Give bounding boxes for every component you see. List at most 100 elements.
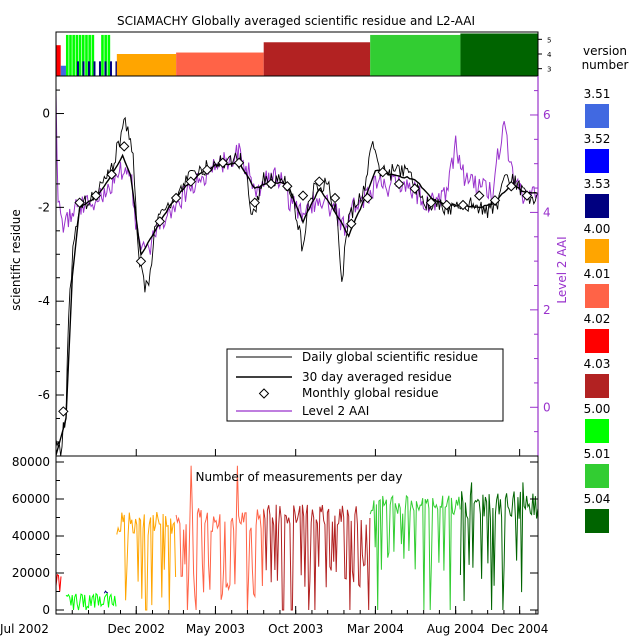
version-strip-bar [60,65,66,76]
measurements-series-5.04 [459,482,539,611]
left-tick-label: 0 [42,107,50,121]
legend-label-aai: Level 2 AAI [302,404,369,418]
version-strip-bar [56,45,61,76]
monthly-residue-marker [329,192,341,204]
version-swatch [585,284,609,308]
monthly-residue-marker [474,190,485,201]
strip-tick-label: 5 [547,36,551,44]
x-axis: Jul 2002 Dec 2002 May 2003 Oct 2003 Mar 2004… [0,449,548,636]
monthly-residue-marker [457,199,469,211]
version-strip-bar [65,34,69,76]
x-tick-label: Dec 2002 [107,622,165,636]
legend-label-30day: 30 day averaged residue [302,370,452,384]
monthly-residue-marker [170,192,182,204]
version-strip-yaxis: 3 4 5 [538,36,552,74]
legend-swatch-monthly [258,388,270,399]
version-legend-title-1: version [583,44,627,58]
version-legend: 3.51 3.52 3.53 4.00 4.01 4.02 4.03 5.00 5.01 5.04 [584,87,611,533]
right-tick-label: 6 [543,108,551,122]
version-strip-bar [69,34,72,76]
monthly-residue-marker [154,216,166,227]
version-strip-bar [76,61,79,76]
monthly-residue-marker [441,199,452,211]
monthly-residue-marker [106,169,117,180]
version-swatch [585,509,609,533]
version-legend-title-2: number [582,58,629,72]
version-swatch [585,374,609,398]
version-strip [56,33,538,76]
x-tick-label: Jul 2002 [0,622,49,636]
meas-tick-label: 40000 [12,529,50,543]
monthly-residue-marker [58,406,69,417]
version-swatch [585,329,609,353]
monthly-residue-marker [118,141,130,152]
version-strip-bar [82,61,85,76]
measurements-plot-frame [55,455,539,615]
version-strip-bar [91,34,95,76]
version-label: 4.03 [584,357,611,371]
version-label: 4.01 [584,267,611,281]
x-tick-label: May 2003 [186,622,245,636]
version-strip-bar [176,52,264,76]
measurements-plot [55,465,539,611]
x-tick-label: Dec 2004 [491,622,549,636]
monthly-residue-marker [425,197,437,208]
x-tick-label: Aug 2004 [427,622,485,636]
version-strip-bar [98,61,101,76]
version-strip-bar [101,34,104,76]
version-label: 3.51 [584,87,611,101]
monthly-residue-marker [135,256,147,267]
measurements-series-5.01 [369,494,461,611]
measurements-title: Number of measurements per day [195,470,402,484]
version-strip-bar [88,34,91,76]
version-label: 5.04 [584,492,611,506]
x-tick-label: Oct 2003 [268,622,323,636]
strip-tick-label: 3 [547,66,551,74]
version-swatch [585,104,609,128]
monthly-residue-marker [346,218,357,229]
meas-tick-label: 80000 [12,455,50,469]
monthly-residue-marker [201,164,213,176]
left-axis-label: scientific residue [9,209,23,310]
version-strip-bar [107,34,111,76]
version-strip-bar [104,61,107,76]
version-strip-bar [370,34,461,76]
meas-tick-label: 0 [42,603,50,617]
monthly-residue-marker [521,190,533,201]
monthly-residue-marker [185,176,196,187]
left-tick-label: -2 [38,200,50,214]
monthly-residue-marker [282,181,293,192]
version-label: 3.53 [584,177,611,191]
monthly-residue-marker [409,183,420,194]
left-tick-label: -4 [38,294,50,308]
measurements-series-5.00 [65,592,117,611]
meas-tick-label: 60000 [12,492,50,506]
right-tick-label: 4 [543,205,551,219]
version-swatch [585,194,609,218]
version-swatch [585,464,609,488]
version-strip-bar [460,33,538,76]
chart-title: SCIAMACHY Globally averaged scientific r… [117,14,475,28]
main-axes: 0 -2 -4 -6 6 4 2 0 [38,89,551,443]
legend-label-daily: Daily global scientific residue [302,350,478,364]
version-label: 5.01 [584,447,611,461]
main-legend: Daily global scientific residue 30 day a… [226,348,504,422]
strip-tick-label: 4 [547,51,552,59]
version-strip-bar [116,54,177,76]
monthly-residue-marker [249,197,260,208]
measurements-series-4.02 [55,573,62,592]
measurements-axes: 0 20000 40000 60000 80000 [12,455,538,617]
monthly-residue-marker [297,190,309,201]
monthly-residue-marker [74,197,85,208]
monthly-residue-marker [233,157,245,168]
version-strip-bar [75,34,79,76]
monthly-residue-marker [377,166,388,178]
measurements-series-4.03 [263,504,371,611]
right-axis-label: Level 2 AAI [555,236,569,303]
monthly-residue-marker [217,157,228,168]
version-strip-bar [85,34,88,76]
meas-tick-label: 20000 [12,566,50,580]
version-strip-bar [72,34,75,76]
version-strip-bar [109,61,112,76]
